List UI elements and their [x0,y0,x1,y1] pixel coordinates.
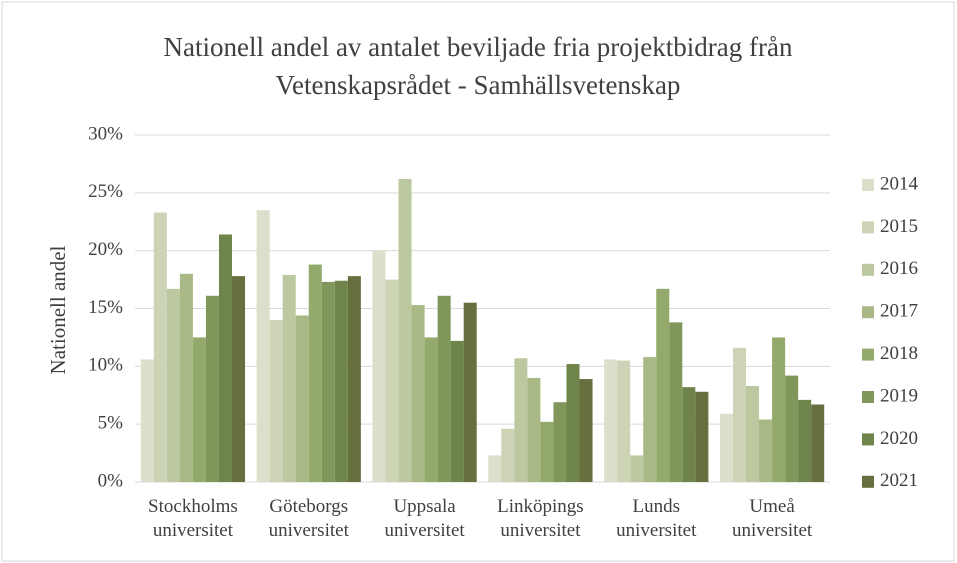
legend-label: 2020 [880,428,918,449]
legend-label: 2019 [880,385,918,406]
bar [166,288,180,482]
bar [450,340,464,482]
legend-swatch [862,433,874,446]
chart-title: Nationell andel av antalet beviljade fri… [164,32,793,62]
legend-swatch [862,391,874,403]
bar [424,337,438,482]
legend-swatch [862,306,874,319]
bar [308,264,322,482]
bar [347,276,361,482]
bar [372,250,386,482]
bar [218,234,233,482]
x-tick-label: Uppsala universitet [384,496,465,541]
legend-label: 2016 [880,258,918,279]
y-tick-label: 30% [88,123,123,144]
bar [488,455,502,482]
bar [385,279,399,482]
bar [798,399,812,482]
bar [566,364,580,482]
x-tick-label: Linköpings universitet [497,496,584,541]
bar [514,358,528,482]
bar [617,360,631,482]
bar [604,359,618,482]
bar [179,273,193,482]
bar [732,347,747,482]
bar [256,210,270,482]
x-tick-label: Lunds universitet [616,496,697,541]
y-tick-label: 20% [88,239,123,260]
bar [579,379,593,482]
bar [695,391,709,482]
bar [192,337,206,482]
bar [411,305,425,482]
bar [669,322,683,482]
x-tick-label: Göteborgs universitet [269,496,350,541]
bar [140,359,154,482]
bar [540,421,554,482]
bar [785,375,799,482]
chart-title: Vetenskapsrådet - Samhällsvetenskap [276,70,681,100]
legend-label: 2018 [880,343,918,364]
legend-swatch [862,348,874,361]
y-tick-label: 5% [98,413,124,434]
bar [682,387,696,482]
bar [553,402,567,482]
y-tick-label: 15% [88,297,123,318]
bar [463,302,477,482]
bar [153,212,167,482]
bar [746,385,760,482]
y-axis-label: Nationell andel [46,245,70,374]
y-tick-label: 25% [88,181,123,202]
legend-label: 2014 [880,173,919,194]
bar [656,288,670,482]
bar [334,280,348,482]
x-tick-label: Stockholms universitet [148,496,238,541]
legend-swatch [862,263,874,276]
legend-swatch [862,221,874,234]
bar [719,413,733,482]
legend-swatch [862,179,874,191]
bar [643,357,657,482]
bar [437,295,451,482]
bar [205,295,219,482]
bar [269,320,283,482]
bar [630,455,644,482]
x-tick-label: Umeå universitet [732,496,813,541]
bar [501,428,515,482]
legend-label: 2017 [880,301,918,322]
legend-swatch [862,475,874,488]
legend-label: 2021 [880,470,918,491]
y-tick-label: 10% [88,355,123,376]
bar [527,377,541,482]
bar [811,404,825,482]
bar [282,274,296,482]
bar [398,178,412,482]
bar [759,419,773,482]
bar [295,315,309,482]
bar [321,281,335,482]
y-tick-label: 0% [98,470,124,491]
bar [772,337,786,482]
legend-label: 2015 [880,216,918,237]
bar [232,276,246,482]
